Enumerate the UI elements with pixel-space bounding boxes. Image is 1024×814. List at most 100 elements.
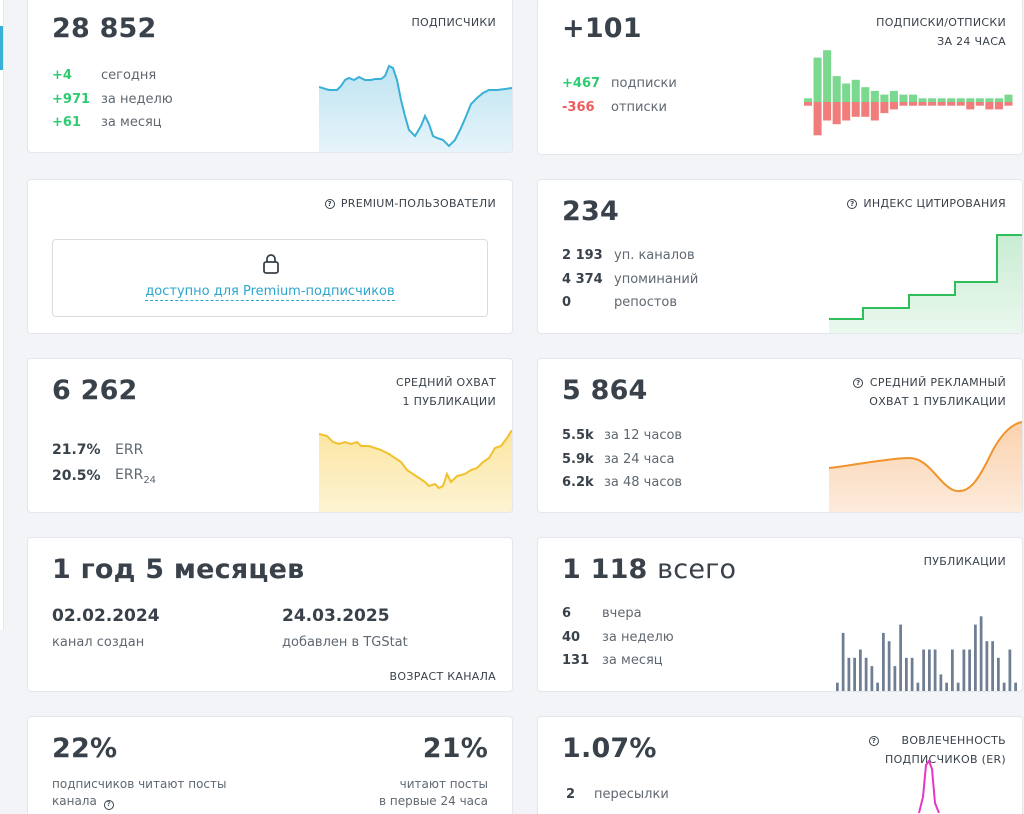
text-line-2-main: канала <box>52 794 97 808</box>
subs-bar <box>842 83 851 102</box>
premium-locked-box[interactable]: доступно для Premium-подписчиков <box>52 239 488 317</box>
publications-card[interactable]: 1 118 всего ПУБЛИКАЦИИ 6 вчера 40 за недел… <box>537 537 1023 692</box>
publication-bar <box>916 682 920 691</box>
subs-bar <box>994 98 1003 102</box>
publication-bar <box>905 657 908 691</box>
subs-bar <box>956 98 965 102</box>
publication-bar <box>853 657 856 691</box>
stat-row-month: 131 за месяц <box>562 649 674 673</box>
publications-label: ПУБЛИКАЦИИ <box>923 555 1006 568</box>
unsubs-bar <box>880 102 889 114</box>
publication-bar <box>864 657 868 691</box>
unsubs-bar <box>966 102 975 110</box>
citation-step-chart <box>829 234 1022 333</box>
ad-reach-label: ? СРЕДНИЙ РЕКЛАМНЫЙ ОХВАТ 1 ПУБЛИКАЦИИ <box>853 373 1006 411</box>
unsubs-bar <box>975 102 984 106</box>
citation-index-card[interactable]: 234 ? ИНДЕКС ЦИТИРОВАНИЯ 2 193 уп. канало… <box>537 179 1023 334</box>
subs-bar <box>909 94 918 102</box>
stat-value: 2 <box>566 787 576 803</box>
publications-suffix: всего <box>657 554 737 585</box>
avg-reach-card[interactable]: 6 262 СРЕДНИЙ ОХВАТ 1 ПУБЛИКАЦИИ 21.7% ER… <box>27 358 513 513</box>
stat-value: 6.2k <box>562 475 594 491</box>
publication-bar <box>882 632 885 691</box>
ad-reach-value: 5 864 <box>562 375 648 406</box>
subs-bar <box>966 98 975 102</box>
stat-value: +4 <box>52 68 72 84</box>
stat-text: упоминаний <box>614 271 699 287</box>
premium-link-text[interactable]: доступно для Premium-подписчиков <box>145 284 395 301</box>
channel-age-label: ВОЗРАСТ КАНАЛА <box>389 670 496 683</box>
unsubs-bar <box>937 102 946 106</box>
sidebar-active-indicator <box>0 26 3 70</box>
unsubs-bar <box>956 102 965 106</box>
read-posts-percent: 22% <box>52 733 118 764</box>
subs-bar <box>851 79 860 102</box>
avg-reach-sparkline <box>319 430 512 512</box>
text-line-1: читают посты <box>399 777 488 791</box>
avg-reach-label: СРЕДНИЙ ОХВАТ 1 ПУБЛИКАЦИИ <box>396 373 496 411</box>
read-posts-card[interactable]: 22% подписчиков читают посты канала ? 21… <box>27 716 513 814</box>
stat-row-12h: 5.5k за 12 часов <box>562 424 682 448</box>
question-icon[interactable]: ? <box>103 799 114 810</box>
question-icon[interactable]: ? <box>847 199 858 209</box>
unsubs-bar <box>813 102 822 136</box>
publications-bar-chart <box>836 616 1017 691</box>
publications-count: 1 118 <box>562 554 648 585</box>
publication-bar <box>1002 682 1006 691</box>
created-text: канал создан <box>52 635 145 650</box>
engagement-spike-chart <box>918 758 940 813</box>
added-date: 24.03.2025 <box>282 606 390 626</box>
unsubs-bar <box>823 102 832 121</box>
err24-text: ERR24 <box>115 467 156 486</box>
subs-unsubs-card[interactable]: +101 ПОДПИСКИ/ОТПИСКИ ЗА 24 ЧАСА +467 под… <box>537 0 1023 155</box>
publication-bar <box>899 624 902 691</box>
stat-row-week: 40 за неделю <box>562 626 674 650</box>
subs-bar <box>823 50 832 102</box>
publication-bar <box>836 682 839 691</box>
publication-bar <box>979 616 983 691</box>
engagement-value: 1.07% <box>562 733 657 764</box>
channel-age-card[interactable]: 1 год 5 месяцев 02.02.2024 канал создан … <box>27 537 513 692</box>
publication-bar <box>1014 682 1017 691</box>
unsubs-bar <box>918 102 927 106</box>
subscribers-card[interactable]: 28 852 ПОДПИСЧИКИ +4 сегодня +971 за недел… <box>27 0 513 153</box>
question-icon[interactable]: ? <box>853 378 864 388</box>
err-value: 21.7% <box>52 442 101 458</box>
publication-bar <box>859 649 862 691</box>
subs-unsubs-stats: +467 подписки -366 отписки <box>562 72 677 119</box>
citation-label: ? ИНДЕКС ЦИТИРОВАНИЯ <box>847 194 1006 213</box>
question-icon[interactable]: ? <box>869 736 880 746</box>
subscribers-sparkline <box>319 64 512 152</box>
unsubs-bar <box>851 102 860 117</box>
err24-value: 20.5% <box>52 468 101 484</box>
stat-text: уп. каналов <box>614 248 695 264</box>
stat-text: за неделю <box>602 629 674 645</box>
engagement-card[interactable]: 1.07% ? ВОВЛЕЧЕННОСТЬ ПОДПИСЧИКОВ (ER) 2 п… <box>537 716 1023 814</box>
publication-bar <box>974 624 977 691</box>
stat-row-reposts: 0 репостов <box>562 291 698 315</box>
left-sidebar-edge <box>0 0 4 630</box>
label-line-2: ОХВАТ 1 ПУБЛИКАЦИИ <box>869 395 1006 408</box>
unsubs-bar <box>889 102 898 110</box>
subs-bar <box>918 98 927 102</box>
unsubs-bar <box>899 102 908 106</box>
stat-value: 6 <box>562 606 572 622</box>
label-line-2: ЗА 24 ЧАСА <box>937 35 1006 48</box>
stat-row-yesterday: 6 вчера <box>562 602 674 626</box>
citation-label-text: ИНДЕКС ЦИТИРОВАНИЯ <box>863 197 1006 210</box>
premium-link[interactable]: доступно для Premium-подписчиков <box>53 284 487 301</box>
publication-bar <box>910 657 914 691</box>
stat-text: за 48 часов <box>604 475 683 491</box>
publication-bar <box>841 632 845 691</box>
err24-subscript: 24 <box>143 474 157 486</box>
subs-unsubs-bar-chart <box>804 50 1013 136</box>
question-icon[interactable]: ? <box>324 199 335 209</box>
stat-text: отписки <box>611 99 667 115</box>
ad-reach-card[interactable]: 5 864 ? СРЕДНИЙ РЕКЛАМНЫЙ ОХВАТ 1 ПУБЛИКА… <box>537 358 1023 513</box>
subscribers-count: 28 852 <box>52 13 157 44</box>
created-date: 02.02.2024 <box>52 606 160 626</box>
unsubs-bar <box>870 102 879 121</box>
label-line-2: ПОДПИСЧИКОВ (ER) <box>885 753 1006 766</box>
premium-users-card[interactable]: ? PREMIUM-ПОЛЬЗОВАТЕЛИ доступно для Prem… <box>27 179 513 334</box>
stat-text: за месяц <box>602 653 663 669</box>
